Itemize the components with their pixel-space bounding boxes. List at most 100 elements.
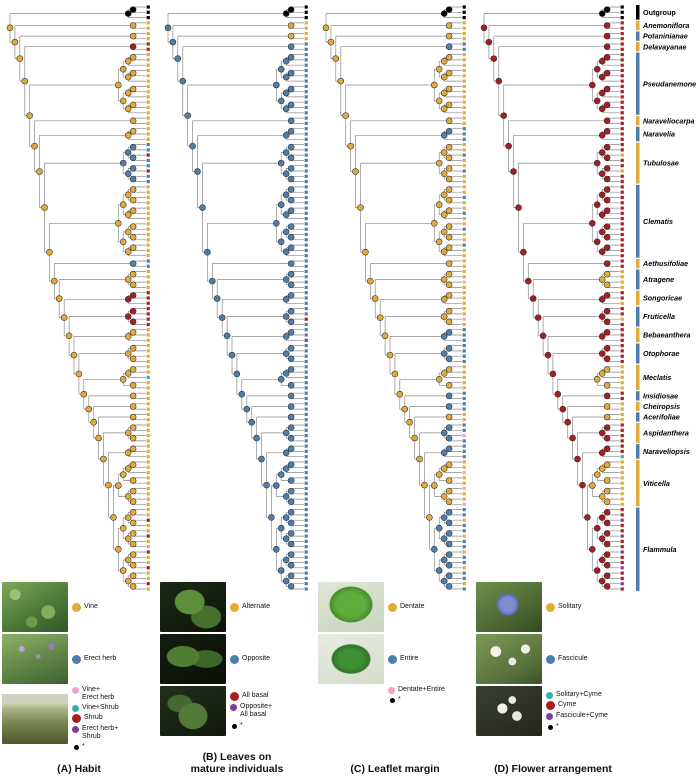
- ancestral-state-node: [6, 24, 14, 32]
- ancestral-state-node: [287, 143, 295, 151]
- clade-label: Songoricae: [643, 294, 682, 303]
- ancestral-state-node: [124, 577, 132, 585]
- ancestral-state-node: [51, 277, 58, 285]
- tip-state-marker: [304, 74, 308, 78]
- tip-state-marker: [146, 529, 150, 533]
- tip-state-marker: [304, 508, 308, 512]
- tip-state-marker: [146, 418, 150, 422]
- clade-bar: [636, 290, 640, 306]
- clade-label: Aspidanthera: [642, 429, 689, 438]
- tip-state-marker: [620, 5, 624, 9]
- tip-state-marker: [146, 111, 150, 115]
- ancestral-state-node: [401, 405, 409, 413]
- ancestral-state-node: [31, 142, 38, 150]
- tip-state-marker: [462, 248, 466, 252]
- tip-state-marker: [146, 444, 150, 448]
- ancestral-state-node: [445, 572, 453, 580]
- ancestral-state-node: [603, 345, 611, 352]
- ancestral-state-node: [129, 165, 137, 172]
- ancestral-state-node: [129, 413, 137, 421]
- tip-state-marker: [620, 63, 624, 67]
- tip-state-marker: [462, 391, 466, 395]
- ancestral-state-node: [129, 329, 137, 336]
- ancestral-state-node: [445, 434, 453, 442]
- ancestral-state-node: [598, 211, 606, 218]
- tip-state-marker: [462, 169, 466, 173]
- ancestral-state-node: [124, 170, 132, 177]
- ancestral-state-node: [525, 277, 532, 285]
- tip-state-marker: [146, 148, 150, 152]
- ancestral-state-node: [129, 196, 137, 204]
- ancestral-state-node: [129, 244, 137, 251]
- tip-state-marker: [146, 492, 150, 496]
- tip-state-marker: [146, 153, 150, 157]
- ancestral-state-node: [440, 191, 448, 199]
- ancestral-state-node: [569, 434, 576, 442]
- tip-state-marker: [146, 259, 150, 263]
- legend-B: Alternate Opposite All basal Opposite+ All b…: [160, 582, 314, 738]
- ancestral-state-node: [287, 22, 295, 29]
- ancestral-state-node: [277, 238, 285, 246]
- legend-item: Alternate: [230, 602, 270, 612]
- ancestral-state-node: [115, 482, 122, 489]
- tip-state-marker: [462, 269, 466, 274]
- tip-state-marker: [146, 174, 150, 178]
- ancestral-state-node: [603, 445, 611, 453]
- ancestral-state-node: [445, 424, 453, 431]
- legend-item: Solitary: [546, 602, 581, 612]
- tip-state-marker: [304, 386, 308, 390]
- ancestral-state-node: [593, 524, 601, 532]
- tip-state-marker: [620, 566, 624, 570]
- legend-D: Solitary Fascicule Solitary+Cyme Cyme Fascic…: [476, 582, 630, 738]
- legend-item-asterisk: *: [388, 696, 445, 704]
- tip-state-marker: [304, 201, 308, 205]
- ancestral-state-node: [598, 10, 606, 17]
- clade-label: Cheiropsis: [643, 402, 680, 411]
- tip-state-marker: [146, 571, 150, 575]
- ancestral-state-node: [445, 461, 453, 468]
- ancestral-state-node: [263, 481, 270, 489]
- ancestral-state-node: [287, 583, 295, 590]
- ancestral-state-node: [124, 333, 132, 340]
- ancestral-state-node: [218, 314, 226, 321]
- legend-item-asterisk: *: [546, 723, 608, 731]
- ancestral-state-node: [287, 43, 295, 50]
- ancestral-state-node: [564, 418, 571, 426]
- ancestral-state-node: [253, 434, 260, 442]
- ancestral-state-node: [603, 186, 611, 193]
- ancestral-state-node: [598, 170, 606, 177]
- ancestral-state-node: [282, 191, 290, 199]
- tip-state-marker: [620, 132, 624, 136]
- tip-state-marker: [462, 195, 466, 200]
- legend-item: Vine+ Erect herb: [72, 686, 119, 702]
- tip-state-marker: [146, 31, 150, 36]
- tip-state-marker: [462, 105, 466, 110]
- ancestral-state-node: [119, 238, 127, 246]
- ancestral-state-node: [129, 101, 137, 109]
- tip-state-marker: [462, 164, 466, 168]
- ancestral-state-node: [598, 191, 606, 199]
- ancestral-state-node: [342, 112, 349, 119]
- tip-state-marker: [146, 566, 150, 570]
- clade-bar: [636, 116, 640, 126]
- tip-state-marker: [304, 370, 308, 374]
- tip-state-marker: [620, 254, 624, 258]
- tip-state-marker: [620, 116, 624, 120]
- ancestral-state-node: [287, 540, 295, 548]
- clade-label: Insidiosae: [643, 392, 678, 401]
- ancestral-state-node: [485, 38, 493, 46]
- ancestral-state-node: [593, 97, 601, 105]
- ancestral-state-node: [603, 509, 611, 516]
- legend-label: Opposite+ All basal: [240, 703, 273, 719]
- tip-state-marker: [462, 560, 466, 565]
- tip-state-marker: [304, 418, 308, 422]
- clade-label: Pseudanemone: [643, 79, 696, 88]
- tip-state-marker: [462, 280, 466, 284]
- ancestral-state-node: [598, 89, 606, 97]
- ancestral-state-node: [124, 105, 132, 113]
- tip-state-marker: [304, 344, 308, 348]
- tip-state-marker: [620, 291, 624, 295]
- tip-state-marker: [620, 434, 624, 438]
- ancestral-state-node: [515, 204, 522, 211]
